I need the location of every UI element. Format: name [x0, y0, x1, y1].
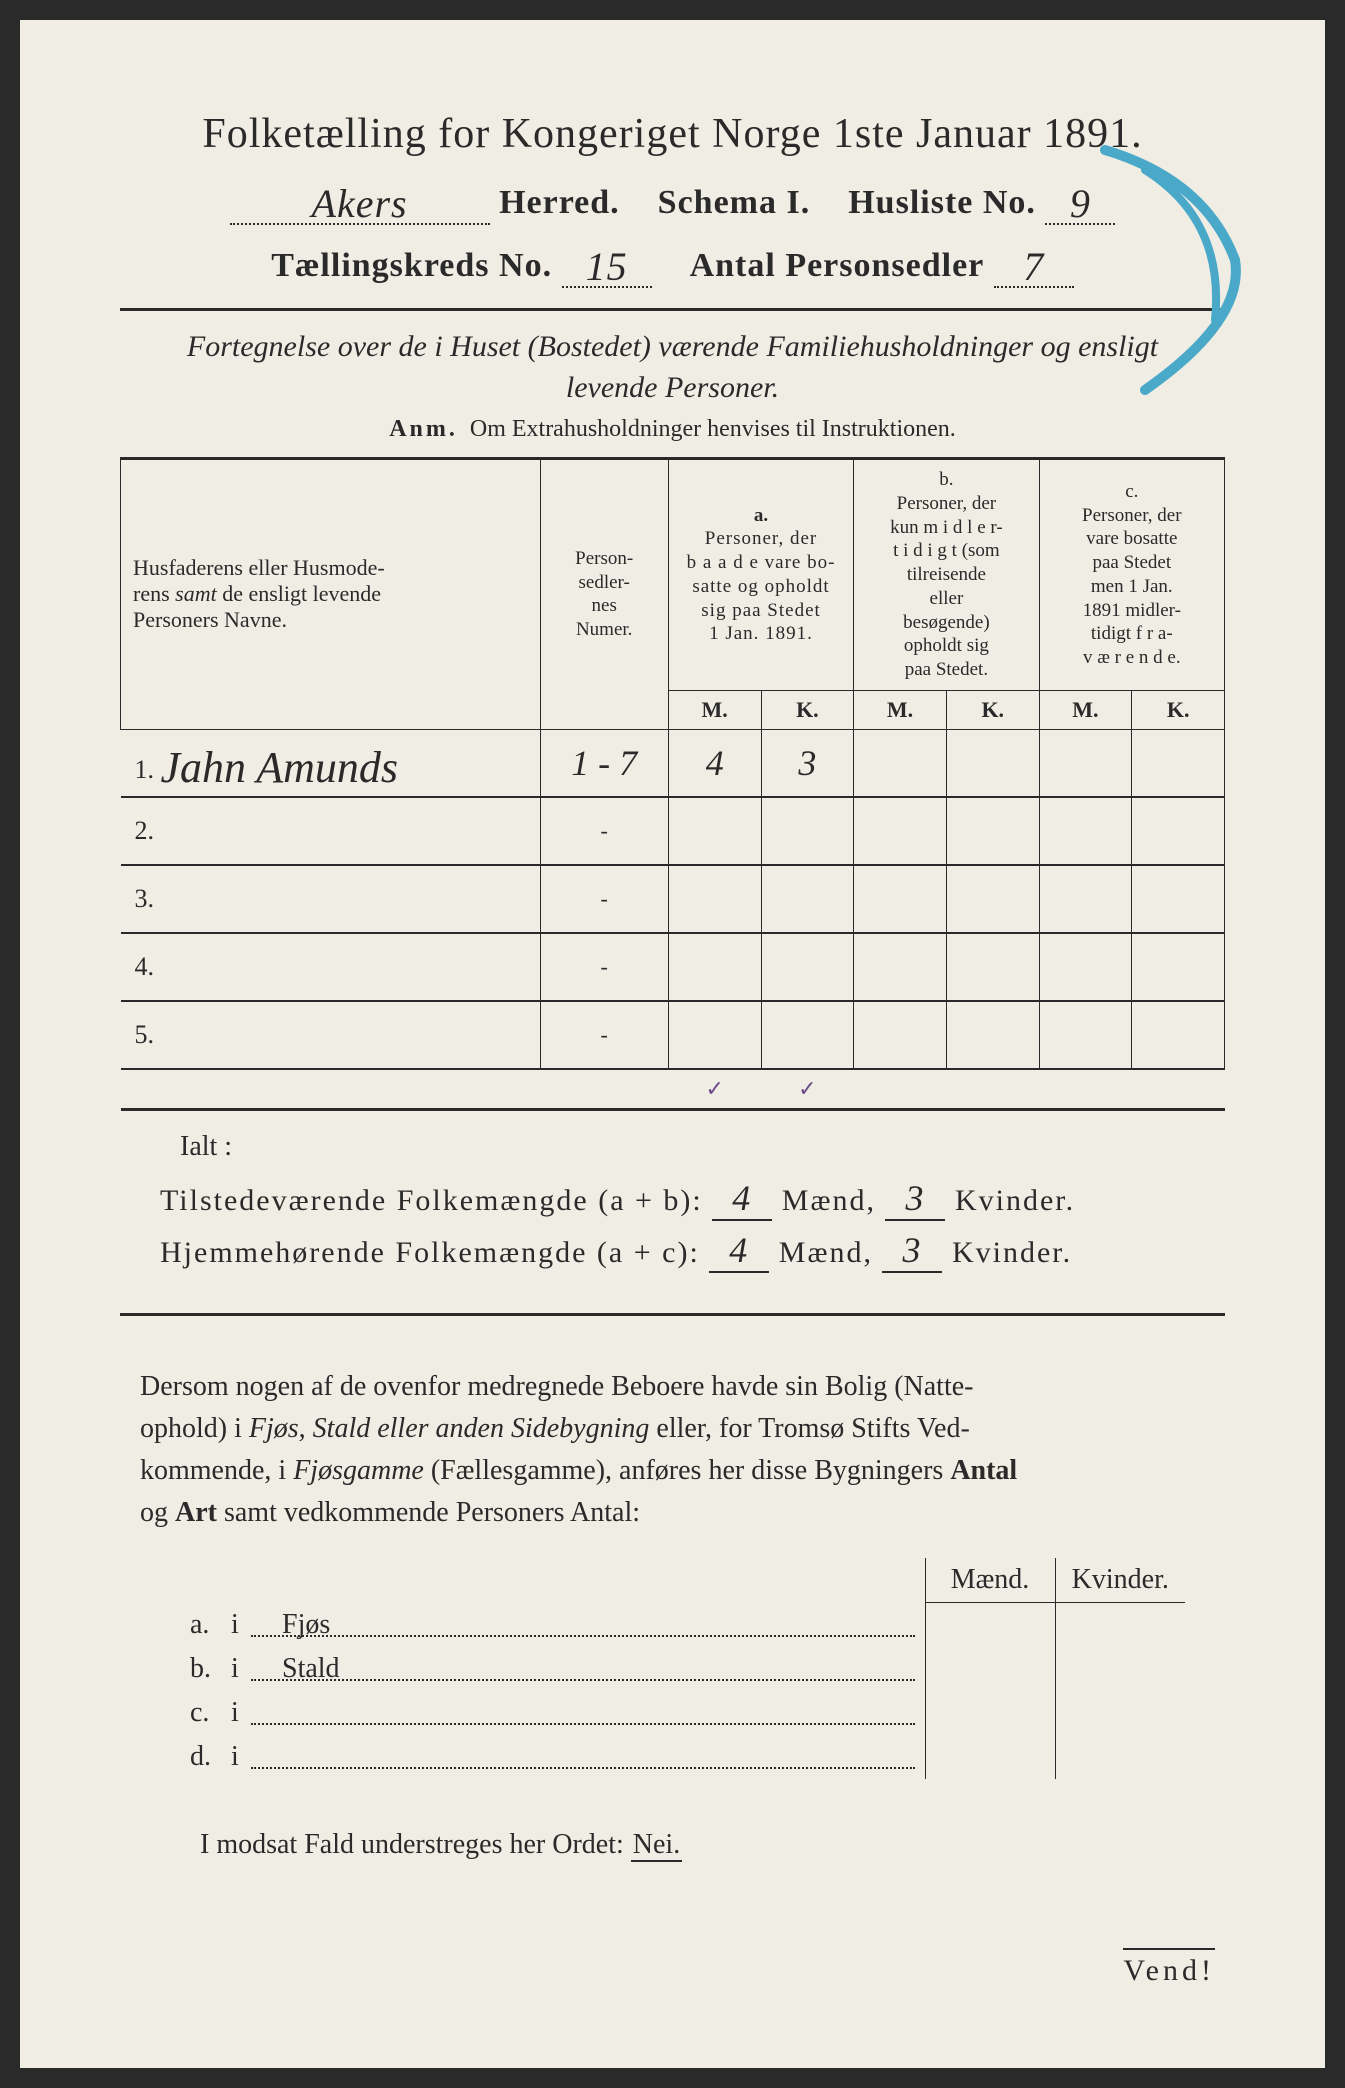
table-row: 3. - [121, 865, 1225, 933]
summary-resident: Hjemmehørende Folkemængde (a + c): 4 Mæn… [160, 1229, 1225, 1273]
kreds-value: 15 [586, 243, 628, 290]
col-c-m: M. [1039, 690, 1132, 729]
col-header-sedler: Person-sedler-nesNumer. [540, 459, 668, 730]
husliste-label: Husliste No. [848, 184, 1036, 221]
form-title: Folketælling for Kongeriget Norge 1ste J… [120, 110, 1225, 158]
col-a-m: M. [668, 690, 761, 729]
nei-line: I modsat Fald understreges her Ordet: Ne… [200, 1829, 1225, 1861]
table-row: 1. Jahn Amunds1 - 743 [121, 729, 1225, 797]
header-line-2: Akers Herred. Schema I. Husliste No. 9 [120, 176, 1225, 225]
ialt-label: Ialt : [180, 1131, 1225, 1163]
summary-present: Tilstedeværende Folkemængde (a + b): 4 M… [160, 1177, 1225, 1221]
herred-label: Herred. [499, 184, 620, 221]
herred-value: Akers [312, 180, 408, 227]
census-form-page: Folketælling for Kongeriget Norge 1ste J… [20, 20, 1325, 2068]
col-b-k: K. [946, 690, 1039, 729]
col-a-k: K. [761, 690, 854, 729]
household-table: Husfaderens eller Husmode-rens samt de e… [120, 457, 1225, 1111]
table-row: 4. - [121, 933, 1225, 1001]
tick-a-m: ✓ [668, 1069, 761, 1110]
col-header-names: Husfaderens eller Husmode-rens samt de e… [121, 459, 541, 730]
bt-kvinder: Kvinder. [1055, 1558, 1185, 1603]
kreds-label: Tællingskreds No. [271, 247, 552, 284]
schema-label: Schema I. [658, 184, 811, 221]
dwelling-row: c.i [180, 1691, 1185, 1735]
table-row: 2. - [121, 797, 1225, 865]
col-header-a: a. Personer, derb a a d e vare bo-satte … [668, 459, 853, 691]
col-header-b: b. Personer, derkun m i d l e r-t i d i … [854, 459, 1039, 691]
dwelling-row: d.i [180, 1735, 1185, 1779]
table-row: 5. - [121, 1001, 1225, 1069]
divider-2 [120, 1313, 1225, 1316]
antal-value: 7 [1023, 243, 1044, 290]
anm-note: Anm. Om Extrahusholdninger henvises til … [120, 416, 1225, 443]
antal-label: Antal Personsedler [690, 247, 985, 284]
husliste-value: 9 [1070, 180, 1091, 227]
divider-1 [120, 308, 1225, 311]
col-header-c: c. Personer, dervare bosattepaa Stedetme… [1039, 459, 1224, 691]
vend-label: Vend! [1123, 1948, 1215, 1988]
col-c-k: K. [1132, 690, 1225, 729]
tick-a-k: ✓ [761, 1069, 854, 1110]
subtitle: Fortegnelse over de i Huset (Bostedet) v… [120, 327, 1225, 408]
col-b-m: M. [854, 690, 947, 729]
header-line-3: Tællingskreds No. 15 Antal Personsedler … [120, 239, 1225, 288]
bt-maend: Mænd. [925, 1558, 1055, 1603]
dwelling-row: b.i Stald [180, 1647, 1185, 1691]
dwelling-table: Mænd. Kvinder. a.i Fjøsb.i Staldc.i d.i [180, 1558, 1185, 1779]
dwelling-row: a.i Fjøs [180, 1603, 1185, 1647]
dwelling-paragraph: Dersom nogen af de ovenfor medregnede Be… [140, 1366, 1205, 1534]
